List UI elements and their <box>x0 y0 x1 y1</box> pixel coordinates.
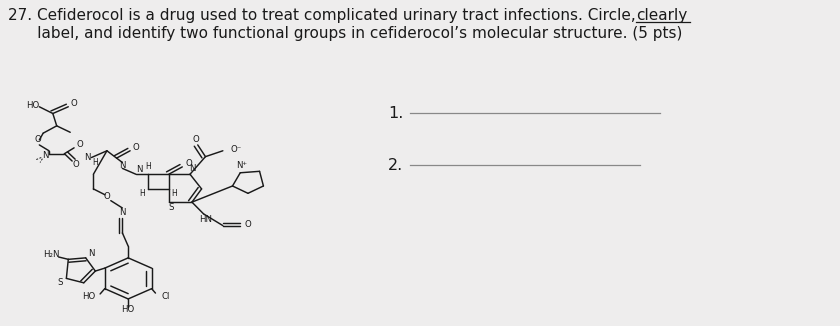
Text: N: N <box>119 208 126 217</box>
Text: 27. Cefiderocol is a drug used to treat complicated urinary tract infections. Ci: 27. Cefiderocol is a drug used to treat … <box>8 8 641 23</box>
Text: O: O <box>76 141 83 149</box>
Text: N: N <box>119 161 126 170</box>
Text: HO: HO <box>122 305 134 314</box>
Text: O: O <box>103 192 110 201</box>
Text: O⁻: O⁻ <box>230 145 242 154</box>
Text: O: O <box>244 220 251 229</box>
Text: label, and identify two functional groups in cefiderocol’s molecular structure. : label, and identify two functional group… <box>8 26 682 41</box>
Text: H: H <box>145 162 151 171</box>
Text: N: N <box>137 165 143 174</box>
Text: HN: HN <box>199 215 212 224</box>
Text: H: H <box>171 189 177 198</box>
Text: N⁺: N⁺ <box>237 161 248 170</box>
Text: N: N <box>42 151 49 160</box>
Text: O: O <box>71 99 77 108</box>
Text: 2.: 2. <box>388 158 403 173</box>
Text: O: O <box>133 143 139 152</box>
Text: HO: HO <box>81 291 95 301</box>
Text: H: H <box>139 189 144 198</box>
Text: H₂N: H₂N <box>43 250 59 259</box>
Text: O: O <box>72 160 80 169</box>
Text: S: S <box>58 278 63 287</box>
Text: S: S <box>168 203 173 213</box>
Text: O: O <box>34 135 41 143</box>
Text: N: N <box>88 249 95 258</box>
Text: clearly: clearly <box>636 8 687 23</box>
Text: Cl: Cl <box>161 291 170 301</box>
Text: HO: HO <box>26 101 39 110</box>
Text: O: O <box>192 135 199 143</box>
Text: N: N <box>189 164 195 173</box>
Text: O: O <box>186 159 192 169</box>
Text: H: H <box>92 158 98 167</box>
Text: N: N <box>84 153 91 162</box>
Text: 1.: 1. <box>388 106 403 121</box>
